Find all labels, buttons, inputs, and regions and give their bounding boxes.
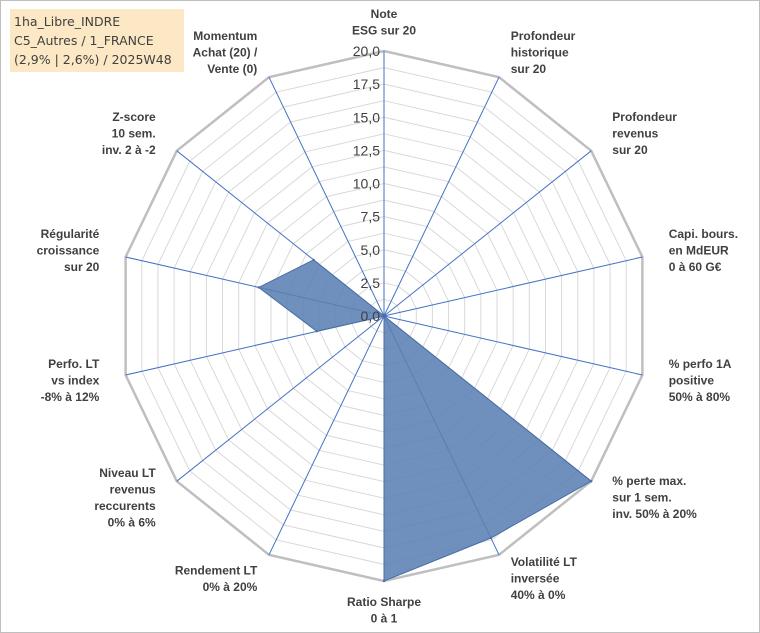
radar-axis-label-line: Profondeur: [612, 110, 677, 124]
radar-axis-label-line: Volatilité LT: [511, 555, 578, 569]
radar-axis-label-line: inversée: [511, 572, 560, 586]
radar-tick-label: 10,0: [353, 176, 380, 192]
info-category: C5_Autres / 1_FRANCE: [14, 33, 154, 48]
radar-tick-label: 0,0: [361, 308, 381, 324]
radar-data-point: [257, 286, 260, 289]
radar-spoke: [383, 315, 643, 376]
radar-spoke: [268, 315, 385, 556]
radar-tick-label: 12,5: [353, 142, 380, 158]
radar-axis-label: Profondeur revenus sur 20: [612, 110, 677, 157]
radar-axis-label: Capi. bours. en MdEUR 0 à 60 G€: [669, 227, 738, 274]
radar-series-area: [257, 259, 593, 582]
radar-axis-label-line: 40% à 0%: [511, 588, 566, 602]
radar-axis-label-line: reccurents: [94, 499, 156, 513]
radar-axis-label-line: croissance: [37, 244, 100, 258]
radar-tick-label: 2,5: [361, 275, 381, 291]
radar-axis-label: Volatilité LT inversée 40% à 0%: [511, 555, 578, 602]
radar-axis-label-line: % perfo 1A: [669, 357, 732, 371]
radar-axis-label-line: Capi. bours.: [669, 227, 738, 241]
radar-axis-label-line: Niveau LT: [99, 466, 156, 480]
radar-data-point: [382, 579, 386, 583]
radar-axis-label-line: 0% à 20%: [203, 580, 258, 594]
info-fund-name: 1ha_Libre_INDRE: [14, 14, 121, 29]
radar-tick-label: 15,0: [353, 109, 380, 125]
radar-axis-label: Perfo. LT vs index -8% à 12%: [41, 357, 100, 404]
radar-tick-label: 17,5: [353, 76, 380, 92]
radar-axis-label: Niveau LT revenus reccurents 0% à 6%: [94, 466, 156, 530]
radar-axis-label-line: Z-score: [112, 110, 156, 124]
radar-axis-label-line: sur 20: [612, 143, 648, 157]
radar-axis-label-line: -8% à 12%: [41, 390, 100, 404]
radar-spoke: [383, 150, 592, 317]
radar-spoke: [176, 315, 385, 482]
radar-tick-label: 20,0: [353, 43, 380, 59]
radar-axis-label-line: Vente (0): [207, 62, 257, 76]
radar-axis-label: Note ESG sur 20: [352, 7, 416, 38]
radar-axis-label-line: positive: [669, 374, 715, 388]
radar-axis-label-line: Note: [371, 7, 398, 21]
radar-axis-label-line: 0% à 6%: [108, 515, 156, 529]
radar-axis-label-line: historique: [511, 46, 569, 60]
radar-axis-label: Ratio Sharpe 0 à 1: [347, 595, 421, 626]
radar-axis-label-line: 0 à 60 G€: [669, 260, 722, 274]
radar-axis-label-line: 10 sem.: [112, 127, 156, 141]
radar-axis-label-line: inv. 50% à 20%: [612, 507, 697, 521]
radar-data-point: [315, 330, 318, 333]
radar-axis-label: % perte max. sur 1 sem. inv. 50% à 20%: [612, 474, 697, 521]
radar-axis-label-line: Profondeur: [511, 29, 576, 43]
radar-axis-label-line: en MdEUR: [669, 244, 729, 258]
radar-axis-label-line: sur 20: [511, 62, 547, 76]
radar-axis-label-line: Ratio Sharpe: [347, 595, 421, 609]
radar-axis-label-line: vs index: [51, 374, 99, 388]
radar-axis-label: Profondeur historique sur 20: [511, 29, 576, 76]
radar-spoke: [383, 76, 500, 317]
radar-axis-label: Régularité croissance sur 20: [37, 227, 100, 274]
radar-axis-label-line: Rendement LT: [175, 564, 258, 578]
radar-axis-label-line: ESG sur 20: [352, 24, 416, 38]
radar-data-point: [312, 258, 315, 261]
radar-axis-label-line: 0 à 1: [371, 612, 398, 626]
radar-axis-label-line: revenus: [612, 127, 658, 141]
radar-spoke: [383, 256, 643, 317]
radar-axis-label-line: sur 20: [64, 260, 100, 274]
info-period: (2,9% | 2,6%) / 2025W48: [14, 52, 172, 67]
radar-axis-label-line: Achat (20) /: [193, 46, 258, 60]
radar-axis-label-line: Perfo. LT: [48, 357, 100, 371]
radar-axis-label-line: % perte max.: [612, 474, 686, 488]
radar-axis-label-line: sur 1 sem.: [612, 491, 671, 505]
radar-data-point: [489, 536, 493, 540]
radar-tick-label: 5,0: [361, 242, 381, 258]
radar-axis-label: % perfo 1A positive 50% à 80%: [669, 357, 732, 404]
info-box: 1ha_Libre_INDRE C5_Autres / 1_FRANCE (2,…: [10, 9, 184, 72]
radar-axis-label-line: Momentum: [193, 29, 257, 43]
radar-tick-label: 7,5: [361, 209, 381, 225]
radar-axis-label: Rendement LT 0% à 20%: [175, 564, 258, 595]
radar-data-point: [590, 480, 593, 483]
radar-data-point: [382, 314, 386, 318]
radar-axis-label-line: revenus: [110, 482, 156, 496]
radar-axis-label: Momentum Achat (20) / Vente (0): [193, 29, 258, 76]
radar-axis-label-line: Régularité: [41, 227, 100, 241]
radar-axis-label-line: 50% à 80%: [669, 390, 731, 404]
radar-spoke: [268, 76, 385, 317]
radar-axis-label-line: inv. 2 à -2: [102, 143, 156, 157]
radar-axis-label: Z-score 10 sem. inv. 2 à -2: [102, 110, 156, 157]
